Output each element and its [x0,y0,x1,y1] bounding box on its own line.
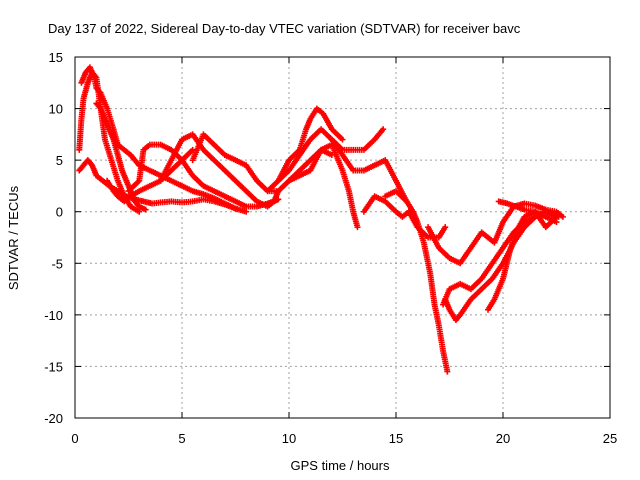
series-track-7 [157,131,282,210]
x-tick-label: 10 [282,431,296,446]
data-series [76,64,566,375]
series-track-1 [76,157,250,215]
x-tick-labels: 0 5 10 15 20 25 [71,431,617,446]
y-tick-label: -10 [44,308,63,323]
x-tick-label: 15 [389,431,403,446]
series-track-10 [275,126,387,184]
y-tick-label: -15 [44,359,63,374]
y-tick-labels: -20 -15 -10 -5 0 5 10 15 [44,50,63,426]
data-point [442,224,449,231]
data-point [136,208,143,215]
x-tick-label: 5 [178,431,185,446]
y-tick-label: 15 [49,50,63,65]
series-track-15 [425,200,566,267]
data-point [243,208,250,215]
series-track-12 [328,136,410,205]
data-point [553,213,560,220]
axis-ticks [74,56,611,419]
grid [75,57,610,418]
data-point [354,224,361,231]
x-tick-label: 20 [496,431,510,446]
data-point [142,206,149,213]
y-tick-label: -5 [51,256,63,271]
x-axis-label: GPS time / hours [291,458,390,473]
y-tick-label: 0 [56,205,63,220]
plot-frame [74,56,611,419]
y-tick-label: 5 [56,153,63,168]
x-tick-label: 0 [71,431,78,446]
data-point [339,136,346,143]
data-point [232,205,239,212]
data-point [380,126,387,133]
x-tick-label: 25 [603,431,617,446]
series-track-19 [495,198,560,231]
y-tick-label: -20 [44,411,63,426]
y-tick-label: 10 [49,102,63,117]
series-track-2 [76,69,143,215]
chart-title: Day 137 of 2022, Sidereal Day-to-day VTE… [48,21,521,36]
data-point [444,368,451,375]
series-track-14 [382,188,451,375]
y-axis-label: SDTVAR / TECUs [6,185,21,290]
series-track-9 [264,105,346,195]
